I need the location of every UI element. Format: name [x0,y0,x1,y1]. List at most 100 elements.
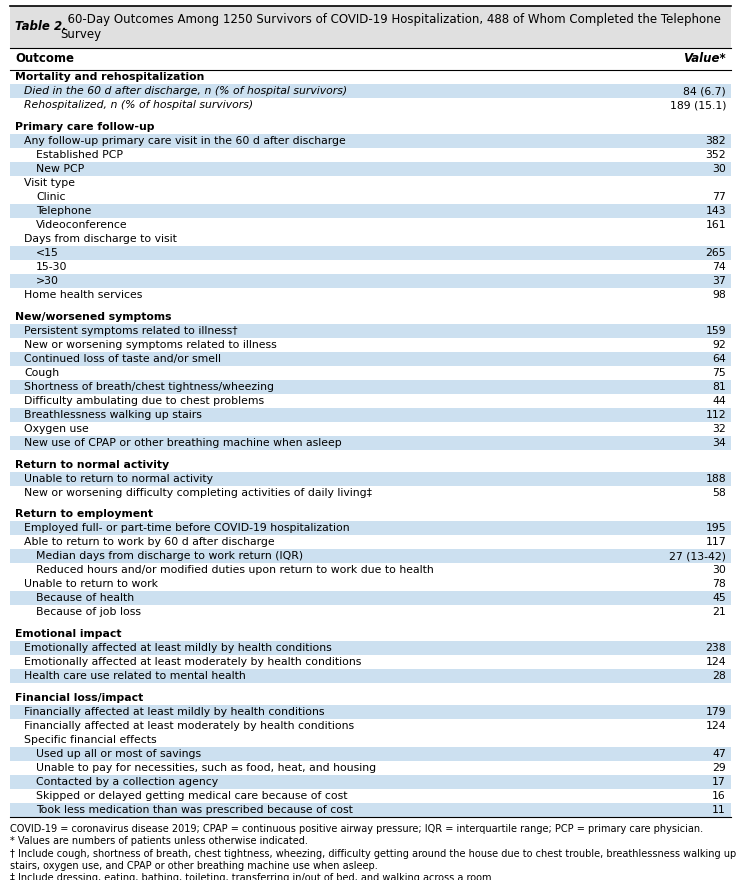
Text: Skipped or delayed getting medical care because of cost: Skipped or delayed getting medical care … [36,791,348,801]
Bar [10,669,731,683]
Bar [10,549,731,563]
Text: Days from discharge to visit: Days from discharge to visit [24,234,177,244]
Bar [10,472,731,486]
Text: Difficulty ambulating due to chest problems: Difficulty ambulating due to chest probl… [24,396,264,406]
Text: Oxygen use: Oxygen use [24,424,89,434]
Text: * Values are numbers of patients unless otherwise indicated.: * Values are numbers of patients unless … [10,837,308,847]
Text: 189 (15.1): 189 (15.1) [670,100,726,110]
Text: 32: 32 [712,424,726,434]
Text: Financially affected at least moderately by health conditions: Financially affected at least moderately… [24,721,354,731]
Text: Emotionally affected at least moderately by health conditions: Emotionally affected at least moderately… [24,657,362,667]
Text: Videoconference: Videoconference [36,220,127,230]
Text: 352: 352 [705,150,726,160]
Text: Emotionally affected at least mildly by health conditions: Emotionally affected at least mildly by … [24,643,332,653]
Text: 28: 28 [712,671,726,681]
Text: 188: 188 [705,473,726,483]
Text: Any follow-up primary care visit in the 60 d after discharge: Any follow-up primary care visit in the … [24,136,346,146]
Text: 47: 47 [712,749,726,759]
Bar [10,246,731,260]
Bar [10,775,731,789]
Text: Health care use related to mental health: Health care use related to mental health [24,671,246,681]
Text: 44: 44 [712,396,726,406]
Text: <15: <15 [36,248,59,258]
Text: 179: 179 [705,707,726,717]
Text: Return to employment: Return to employment [15,510,153,519]
Text: Because of job loss: Because of job loss [36,607,141,618]
Text: Emotional impact: Emotional impact [15,629,122,639]
Text: 58: 58 [712,488,726,497]
Bar [10,324,731,338]
Bar [10,591,731,605]
Text: 159: 159 [705,326,726,335]
Text: Financial loss/impact: Financial loss/impact [15,693,143,703]
Text: 98: 98 [712,290,726,300]
Text: 143: 143 [705,206,726,216]
Text: New PCP: New PCP [36,164,84,174]
Text: 60-Day Outcomes Among 1250 Survivors of COVID-19 Hospitalization, 488 of Whom Co: 60-Day Outcomes Among 1250 Survivors of … [60,13,721,41]
Text: 161: 161 [705,220,726,230]
Text: 382: 382 [705,136,726,146]
Text: New or worsening difficulty completing activities of daily living‡: New or worsening difficulty completing a… [24,488,372,497]
Text: Able to return to work by 60 d after discharge: Able to return to work by 60 d after dis… [24,538,275,547]
Text: Specific financial effects: Specific financial effects [24,735,156,744]
Text: New use of CPAP or other breathing machine when asleep: New use of CPAP or other breathing machi… [24,437,342,448]
Text: 16: 16 [712,791,726,801]
Text: Median days from discharge to work return (IQR): Median days from discharge to work retur… [36,552,303,561]
Text: Telephone: Telephone [36,206,91,216]
Text: Outcome: Outcome [15,53,74,65]
Text: Unable to return to work: Unable to return to work [24,579,158,590]
Text: 21: 21 [712,607,726,618]
Bar [10,134,731,148]
Text: Rehospitalized, n (% of hospital survivors): Rehospitalized, n (% of hospital survivo… [24,100,253,110]
Text: 81: 81 [712,382,726,392]
Text: Return to normal activity: Return to normal activity [15,459,169,470]
Text: 117: 117 [705,538,726,547]
Text: 75: 75 [712,368,726,378]
Text: 15-30: 15-30 [36,262,67,272]
Text: Used up all or most of savings: Used up all or most of savings [36,749,201,759]
Text: Contacted by a collection agency: Contacted by a collection agency [36,777,218,787]
Text: Value*: Value* [683,53,726,65]
Bar [10,274,731,288]
Text: Breathlessness walking up stairs: Breathlessness walking up stairs [24,410,202,420]
Text: 30: 30 [712,565,726,576]
Text: >30: >30 [36,276,59,286]
Text: Cough: Cough [24,368,59,378]
Bar [10,436,731,450]
Text: Because of health: Because of health [36,593,134,604]
Text: Took less medication than was prescribed because of cost: Took less medication than was prescribed… [36,805,353,815]
Bar [10,407,731,422]
Text: 78: 78 [712,579,726,590]
Text: 112: 112 [705,410,726,420]
Text: 64: 64 [712,354,726,363]
Text: Established PCP: Established PCP [36,150,123,160]
Text: 195: 195 [705,524,726,533]
Text: Continued loss of taste and/or smell: Continued loss of taste and/or smell [24,354,221,363]
Text: ‡ Include dressing, eating, bathing, toileting, transferring in/out of bed, and : ‡ Include dressing, eating, bathing, toi… [10,873,494,880]
Text: Mortality and rehospitalization: Mortality and rehospitalization [15,72,205,82]
Text: 265: 265 [705,248,726,258]
Text: 124: 124 [705,657,726,667]
Text: 238: 238 [705,643,726,653]
Text: 30: 30 [712,164,726,174]
Bar [10,352,731,366]
Bar [10,162,731,176]
Text: 84 (6.7): 84 (6.7) [683,86,726,96]
Text: 27 (13-42): 27 (13-42) [669,552,726,561]
Text: 37: 37 [712,276,726,286]
Text: Primary care follow-up: Primary care follow-up [15,121,155,132]
Bar [10,380,731,393]
Bar [10,705,731,719]
Text: 45: 45 [712,593,726,604]
Bar [10,803,731,817]
Text: Died in the 60 d after discharge, n (% of hospital survivors): Died in the 60 d after discharge, n (% o… [24,86,347,96]
Text: Financially affected at least mildly by health conditions: Financially affected at least mildly by … [24,707,325,717]
Text: Shortness of breath/chest tightness/wheezing: Shortness of breath/chest tightness/whee… [24,382,274,392]
Text: Persistent symptoms related to illness†: Persistent symptoms related to illness† [24,326,238,335]
Text: 17: 17 [712,777,726,787]
Text: New/worsened symptoms: New/worsened symptoms [15,312,171,322]
Text: Home health services: Home health services [24,290,142,300]
Text: 77: 77 [712,192,726,202]
Bar [10,642,731,655]
Text: Table 2.: Table 2. [15,20,67,33]
